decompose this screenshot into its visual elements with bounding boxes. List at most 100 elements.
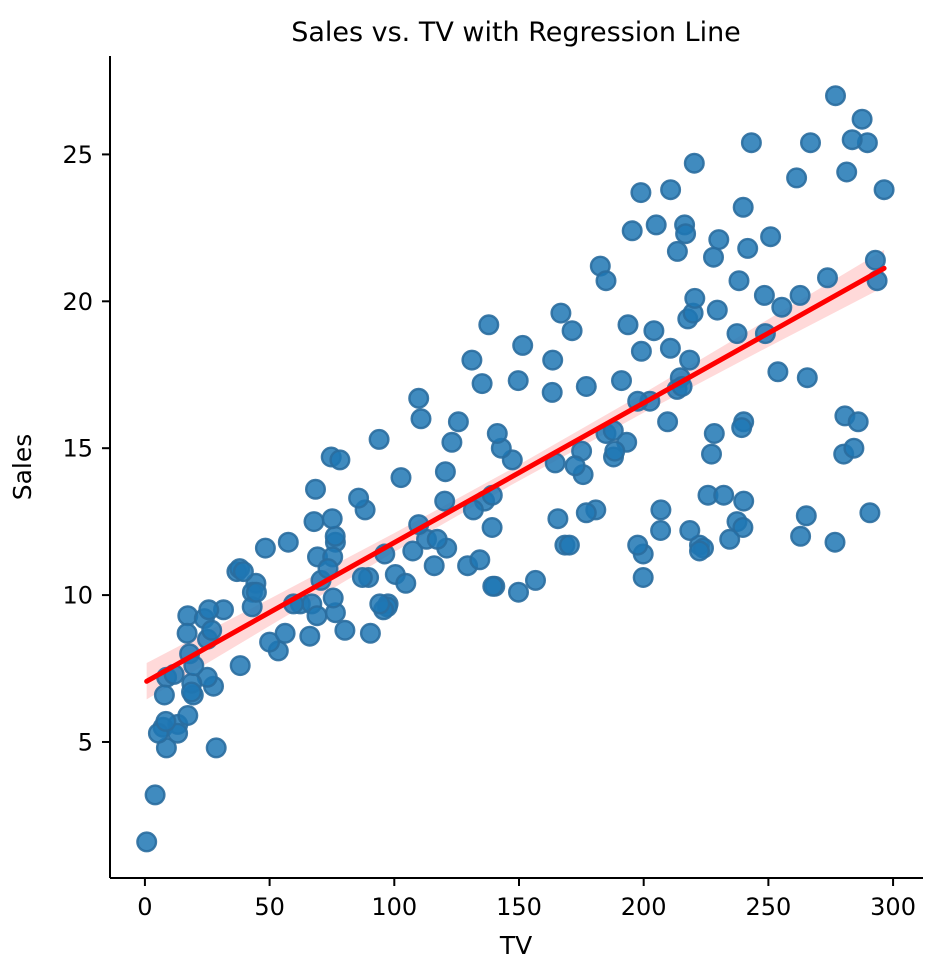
scatter-point (708, 229, 730, 251)
y-tick-label: 20 (62, 288, 93, 316)
scatter-point (733, 490, 755, 512)
y-tick-label: 10 (62, 582, 93, 610)
scatter-point (703, 423, 725, 445)
scatter-point (726, 323, 748, 345)
scatter-point (825, 85, 847, 107)
scatter-point (790, 525, 812, 547)
scatter-point (486, 423, 508, 445)
scatter-point (274, 622, 296, 644)
scatter-point (859, 502, 881, 524)
scatter-point (740, 132, 762, 154)
scatter-point (153, 684, 175, 706)
scatter-point (306, 605, 328, 627)
scatter-point (507, 370, 529, 392)
scatter-point (469, 549, 491, 571)
scatter-point (541, 381, 563, 403)
regression-line (144, 265, 887, 684)
scatter-point (728, 270, 750, 292)
scatter-point (617, 314, 639, 336)
scatter-point (771, 296, 793, 318)
scatter-point (478, 314, 500, 336)
scatter-point (795, 505, 817, 527)
scatter-point (441, 431, 463, 453)
scatter-point (767, 361, 789, 383)
scatter-point (321, 508, 343, 530)
scatter-point (395, 572, 417, 594)
scatter-point (525, 569, 547, 591)
scatter-point (136, 831, 158, 853)
scatter-point (481, 517, 503, 539)
scatter-point (760, 226, 782, 248)
y-tick-label: 25 (62, 141, 93, 169)
scatter-point (471, 373, 493, 395)
scatter-point (201, 619, 223, 641)
scatter-point (851, 108, 873, 130)
scatter-point (550, 302, 572, 324)
scatter-point (390, 467, 412, 489)
scatter-point (650, 499, 672, 521)
scatter-point (254, 537, 276, 559)
scatter-point (434, 461, 456, 483)
scatter-point (426, 528, 448, 550)
x-tick-label: 0 (137, 893, 152, 921)
x-tick-label: 250 (745, 893, 791, 921)
scatter-point (796, 367, 818, 389)
scatter-point (660, 179, 682, 201)
scatter-point (198, 599, 220, 621)
scatter-point (683, 152, 705, 174)
scatter-point (719, 528, 741, 550)
scatter-point (706, 299, 728, 321)
x-tick-label: 150 (496, 893, 542, 921)
scatter-point (245, 581, 267, 603)
scatter-point (402, 540, 424, 562)
scatter-point (155, 710, 177, 732)
scatter-point (410, 408, 432, 430)
scatter-point (650, 520, 672, 542)
scatter-point (348, 487, 370, 509)
scatter-point (604, 440, 626, 462)
scatter-point (737, 237, 759, 259)
x-tick-label: 100 (371, 893, 417, 921)
scatter-point (824, 531, 846, 553)
scatter-point (595, 270, 617, 292)
scatter-point (447, 411, 469, 433)
scatter-point (841, 129, 863, 151)
scatter-point (659, 337, 681, 359)
scatter-point (800, 132, 822, 154)
scatter-point (666, 240, 688, 262)
y-axis-label: Sales (8, 434, 37, 501)
scatter-point (786, 167, 808, 189)
scatter-point (873, 179, 895, 201)
x-tick-label: 300 (870, 893, 916, 921)
scatter-point (836, 161, 858, 183)
scatter-point (329, 449, 351, 471)
chart-title: Sales vs. TV with Regression Line (291, 17, 741, 48)
scatter-point (259, 631, 281, 653)
scatter-point (684, 287, 706, 309)
scatter-point (176, 622, 198, 644)
scatter-point (817, 267, 839, 289)
x-axis-label: TV (499, 931, 532, 960)
scatter-point (847, 411, 869, 433)
scatter-point (843, 437, 865, 459)
scatter-point (611, 370, 633, 392)
scatter-point (512, 334, 534, 356)
scatter-point (334, 619, 356, 641)
y-tick-label: 5 (78, 728, 93, 756)
scatter-point (547, 508, 569, 530)
scatter-point (482, 575, 504, 597)
scatter-point (689, 540, 711, 562)
scatter-point (713, 484, 735, 506)
scatter-point (408, 387, 430, 409)
y-tick-label: 15 (62, 435, 93, 463)
scatter-point (322, 587, 344, 609)
scatter-point (621, 220, 643, 242)
scatter-point (461, 349, 483, 371)
scatter-point (703, 246, 725, 268)
scatter-point (305, 478, 327, 500)
scatter-point (630, 340, 652, 362)
scatter-point (205, 737, 227, 759)
scatter-point (423, 555, 445, 577)
